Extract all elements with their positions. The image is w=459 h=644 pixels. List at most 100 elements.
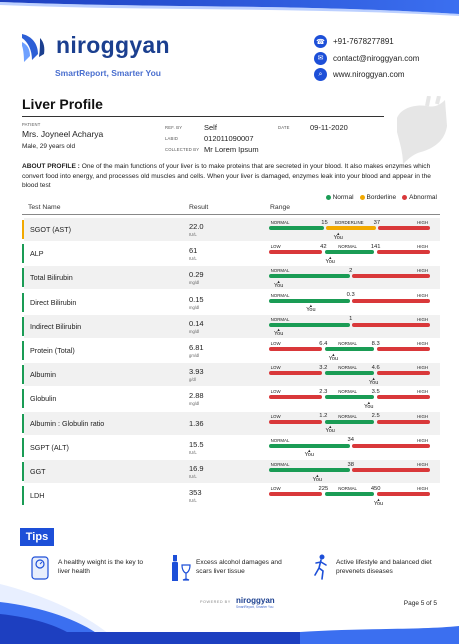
table-row: SGPT (ALT) 15.5 IU/L NORMAL HIGH 34 ▲ You [22, 435, 440, 459]
test-name: Total Bilirubin [30, 273, 73, 283]
range-zone-label: HIGH [417, 413, 429, 419]
range-zone-label: HIGH [417, 486, 429, 492]
range-threshold: 225 [318, 485, 329, 492]
footer-tagline: SmartReport, Smarter You [236, 605, 274, 609]
you-marker: ▲ You [364, 400, 373, 410]
range-segment [269, 250, 323, 255]
range-segment [376, 492, 430, 497]
marker-label: You [373, 500, 384, 507]
range-segment [269, 226, 324, 230]
range-threshold: 1.2 [319, 413, 328, 420]
tip-weight-text: A healthy weight is the key to liver hea… [58, 559, 144, 575]
test-result-value: 2.88 [189, 391, 204, 401]
table-row: Direct Bilirubin 0.15 mg/dl NORMAL HIGH 0.3 ▲ Y… [22, 290, 440, 314]
row-background [24, 266, 440, 290]
you-marker: ▲ You [326, 255, 335, 265]
contact-email-text: contact@niroggyan.com [333, 53, 420, 63]
status-flag-bar [22, 389, 24, 409]
test-result-unit: IU/L [189, 256, 197, 262]
marker-arrow-icon: ▲ [276, 278, 281, 284]
about-text: One of the main functions of your liver … [22, 163, 431, 190]
test-result-value: 6.81 [189, 343, 204, 352]
you-marker: ▲ You [329, 352, 338, 362]
contact-phone[interactable]: ☎ +91-7678277891 [314, 34, 439, 49]
table-row: SGOT (AST) 22.0 IU/L NORMAL BORDERLINE HIGH 15… [22, 218, 440, 241]
table-row: Total Bilirubin 0.29 mg/dl NORMAL HIGH 2 ▲ You [22, 266, 440, 290]
top-decor-bar [0, 0, 459, 16]
marker-label: You [304, 452, 314, 459]
marker-arrow-icon: ▲ [371, 375, 376, 381]
range-zone-label: LOW [270, 365, 281, 371]
tip-alcohol-text: Excess alcohol damages and scars liver t… [196, 559, 282, 575]
range-segment [269, 322, 350, 327]
test-result-value: 0.29 [189, 270, 204, 280]
range-zone-label: NORMAL [270, 292, 290, 298]
range-zone-label: NORMAL [338, 341, 358, 346]
marker-label: You [325, 258, 335, 265]
range-legend: Normal Borderline Abnormal [320, 194, 437, 201]
legend-borderline-label: Borderline [366, 194, 397, 201]
marker-arrow-icon: ▲ [307, 448, 312, 454]
test-name: Albumin [30, 370, 56, 380]
status-flag-bar [22, 365, 24, 385]
range-threshold: 2.3 [319, 388, 328, 395]
marker-arrow-icon: ▲ [376, 496, 381, 502]
contact-website-text: www.niroggyan.com [333, 70, 405, 79]
range-zone-label: NORMAL [270, 220, 290, 225]
range-segment [376, 419, 430, 424]
test-name: Direct Bilirubin [30, 297, 77, 307]
range-threshold: 8.3 [371, 340, 380, 347]
exercise-icon [314, 554, 327, 580]
marker-arrow-icon: ▲ [336, 230, 341, 236]
range-segment [269, 298, 350, 303]
table-row: ALP 61 IU/L LOW NORMAL HIGH 42 141 ▲ You [22, 242, 440, 266]
test-result-unit: IU/L [189, 449, 197, 455]
marker-arrow-icon: ▲ [331, 351, 336, 357]
test-result-unit: mg/dl [189, 401, 200, 407]
range-segment [351, 468, 430, 472]
contact-website[interactable]: ⌕ www.niroggyan.com [314, 67, 439, 82]
range-threshold: 2 [349, 267, 353, 274]
range-segment [376, 347, 430, 351]
you-marker: ▲ You [326, 424, 335, 434]
footer-brand: niroggyan [236, 596, 275, 605]
date-label: DATE [278, 125, 290, 130]
test-name: Indirect Bilirubin [30, 321, 82, 331]
status-flag-bar [22, 413, 24, 433]
status-flag-bar [22, 316, 24, 336]
ref-value: Self [204, 123, 217, 132]
marker-label: You [328, 355, 339, 362]
test-result-unit: gm/dl [189, 353, 200, 358]
range-threshold: 4.6 [371, 364, 380, 371]
range-zone-label: HIGH [417, 220, 429, 225]
you-marker: ▲ You [306, 303, 315, 313]
contact-email[interactable]: ✉ contact@niroggyan.com [314, 51, 439, 66]
table-row: GGT 16.9 IU/L NORMAL HIGH 38 ▲ You [22, 460, 440, 483]
table-row: Indirect Bilirubin 0.14 mg/dl NORMAL HIGH 1 ▲ Y… [22, 314, 440, 338]
marker-label: You [325, 428, 335, 435]
status-flag-bar [22, 486, 24, 506]
range-zone-label: NORMAL [338, 389, 358, 395]
test-result-value: 3.93 [189, 367, 204, 377]
range-segment [324, 419, 375, 424]
liver-watermark-icon [397, 96, 447, 164]
test-result-value: 15.5 [189, 439, 204, 449]
range-threshold: 38 [347, 461, 354, 468]
legend-normal-dot [325, 195, 331, 200]
range-segment [324, 395, 375, 400]
test-result-value: 61 [189, 246, 198, 256]
range-zone-label: HIGH [417, 437, 429, 443]
range-segment [351, 274, 430, 279]
niroggyan-logo-icon [22, 34, 45, 62]
marker-arrow-icon: ▲ [276, 327, 281, 333]
status-flag-bar [22, 268, 24, 288]
web-icon: ⌕ [314, 68, 327, 81]
range-zone-label: HIGH [417, 389, 429, 395]
range-segment [324, 492, 375, 497]
range-threshold: 2.5 [371, 413, 380, 420]
range-threshold: 34 [347, 437, 354, 444]
range-threshold: 141 [370, 243, 381, 250]
date-value: 09-11-2020 [310, 123, 348, 132]
range-segment [376, 395, 430, 400]
status-flag-bar [22, 341, 24, 360]
